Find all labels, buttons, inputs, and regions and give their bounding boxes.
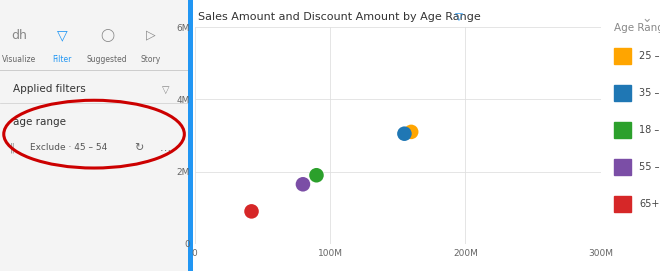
Text: 25 – 34: 25 – 34	[639, 51, 660, 61]
Point	[312, 173, 322, 178]
Text: 18 – 24: 18 – 24	[639, 125, 660, 135]
Text: Visualize: Visualize	[2, 55, 36, 64]
Text: age range: age range	[13, 117, 66, 127]
Text: ↻: ↻	[135, 143, 144, 153]
Text: dh: dh	[11, 29, 27, 42]
Point	[406, 130, 416, 134]
Bar	[614, 85, 632, 101]
Text: ▽: ▽	[455, 12, 463, 22]
Text: …: …	[160, 143, 171, 153]
Text: 55 – 64: 55 – 64	[639, 162, 660, 172]
Text: ⌄: ⌄	[642, 12, 652, 25]
Bar	[614, 196, 632, 212]
Text: ▷: ▷	[146, 29, 155, 42]
Bar	[614, 122, 632, 138]
Point	[399, 131, 410, 136]
Text: Age Range: Age Range	[614, 23, 660, 33]
Text: Sales Amount and Discount Amount by Age Range: Sales Amount and Discount Amount by Age …	[198, 12, 480, 22]
Text: Story: Story	[141, 55, 160, 64]
Text: ◯: ◯	[100, 29, 114, 42]
Text: ‖: ‖	[9, 143, 15, 153]
Text: ▽: ▽	[57, 28, 67, 42]
Text: Applied filters: Applied filters	[13, 85, 86, 94]
Text: Suggested: Suggested	[87, 55, 127, 64]
Point	[298, 182, 308, 186]
Text: ▽: ▽	[162, 85, 169, 94]
Point	[246, 209, 257, 214]
Text: Filter: Filter	[52, 55, 72, 64]
Text: Exclude · 45 – 54: Exclude · 45 – 54	[30, 143, 108, 152]
Bar	[614, 159, 632, 175]
Text: 65+: 65+	[639, 199, 659, 209]
Text: 35 – 44: 35 – 44	[639, 88, 660, 98]
Bar	[614, 48, 632, 64]
